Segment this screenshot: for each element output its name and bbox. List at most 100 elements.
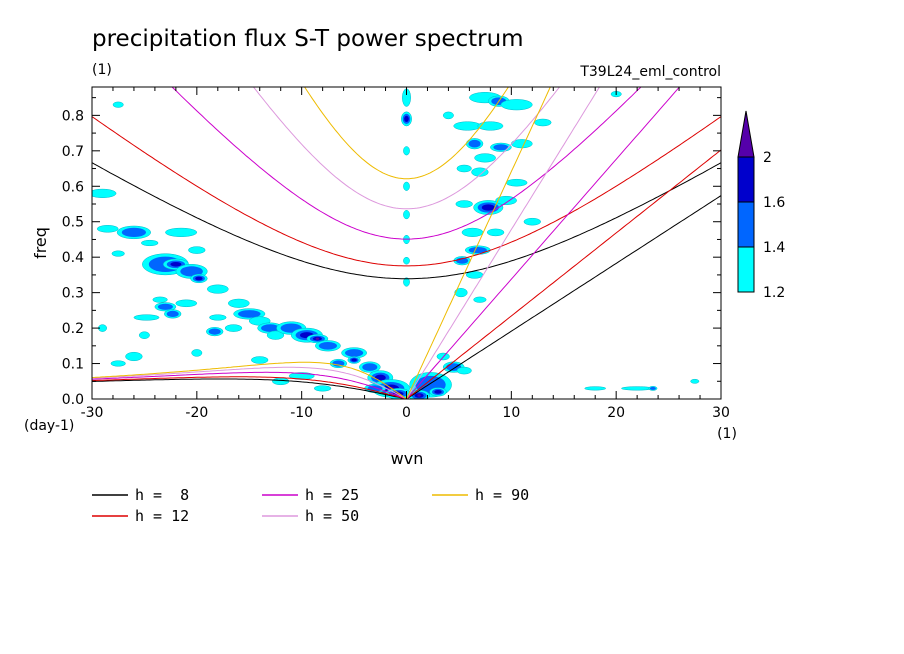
legend-label-h12: h = 12 [135,507,189,525]
contour-blob-41-level-1 [224,324,243,332]
contour-blob-90-level-1 [690,378,700,384]
contour-blob-0-level-1 [92,188,117,198]
y-unit-label: (day-1) [24,418,74,434]
contour-blob-51-level-1 [403,210,410,220]
contour-blob-27-level-2 [318,342,337,350]
contour-blob-16-level-1 [133,314,160,321]
curve-rossby-h50 [92,366,407,399]
contour-blob-60-level-2 [468,139,481,148]
curve-rossby-h12 [92,376,407,399]
contour-blob-63-level-1 [474,153,496,163]
curve-gravity-h50 [252,87,561,210]
units-label: (1) [92,62,112,78]
y-tick-label-5: 0.5 [62,215,84,231]
contour-blob-61-level-2 [493,144,509,151]
contour-blob-12-level-2 [157,303,173,310]
curve-rossby-h8 [92,378,407,399]
contour-blob-82-level-4 [417,394,421,397]
contour-blob-19-level-1 [228,298,250,308]
contour-blob-53-level-1 [403,256,410,265]
colorbar-label-3: 2 [763,150,772,166]
contour-blob-46-level-1 [191,349,203,357]
legend-label-h50: h = 50 [305,507,359,525]
contour-blob-22-level-2 [261,324,280,332]
curve-rossby-h90 [92,361,407,399]
legend-label-h8: h = 8 [135,486,189,504]
y-tick-label-2: 0.2 [62,321,84,337]
colorbar-extend-arrow [737,110,755,158]
contour-blob-44-level-1 [138,331,150,339]
contour-blob-43-level-1 [110,360,126,367]
curve-gravity-h90 [304,87,509,180]
curve-rossby-h25 [92,371,407,399]
contour-blob-40-level-2 [208,328,221,335]
contour-blob-64-level-1 [471,167,489,177]
contour-blob-10-level-1 [175,299,198,308]
y-tick-label-0: 0.0 [62,392,84,408]
contour-blob-59-level-1 [477,121,504,131]
contour-blob-20-level-2 [238,310,261,318]
contour-blob-89-level-1 [584,386,606,391]
contour-blob-50-level-1 [403,181,410,191]
y-tick-label-7: 0.7 [62,144,84,160]
y-tick-label-8: 0.8 [62,108,84,124]
x-tick-label-5: 20 [607,405,625,421]
x-unit-label: (1) [717,426,737,442]
axis-ticks: -30 -20 -10 0 10 20 30 0.0 0.1 0.2 0.3 0.4 0.5 0.6 0.7… [62,87,730,421]
contour-blob-66-level-1 [455,200,473,208]
contour-blob-78-level-1 [534,118,552,127]
curve-kelvin-h90 [406,87,551,399]
colorbar-label-2: 1.6 [763,195,785,211]
contour-blob-11-level-1 [152,296,168,303]
contour-blob-86-level-1 [456,366,472,375]
contour-blob-75-level-1 [473,296,487,303]
contour-blob-13-level-1 [207,284,229,294]
curve-kelvin-h50 [406,87,601,399]
legend-label-h25: h = 25 [305,486,359,504]
curve-kelvin-h8 [406,195,721,399]
contour-blob-18-level-1 [209,314,227,321]
y-axis-label: freq [31,227,50,259]
contour-blob-65-level-1 [456,164,472,173]
curve-kelvin-h12 [406,149,721,399]
x-tick-label-3: 0 [402,405,411,421]
chart-title: precipitation flux S-T power spectrum [92,26,524,52]
x-tick-label-0: -30 [81,405,104,421]
colorbar-label-0: 1.2 [763,285,785,301]
y-tick-label-6: 0.6 [62,179,84,195]
colorbar: 1.2 1.4 1.6 2 [737,110,785,301]
contour-blob-88-level-2 [649,386,656,390]
contour-blob-3-level-2 [121,227,146,237]
curve-kelvin-h25 [406,87,681,399]
contour-blob-80-level-1 [442,111,454,120]
contour-blob-48-level-3 [404,115,409,122]
y-tick-label-4: 0.4 [62,250,84,266]
contour-blob-68-level-1 [495,195,517,206]
y-tick-label-3: 0.3 [62,286,84,302]
curve-gravity-h12 [92,116,721,267]
contour-blob-87-level-1 [621,386,654,391]
contour-blob-57-level-1 [500,99,533,111]
contour-blob-74-level-1 [454,288,468,298]
contour-blob-1-level-1 [96,225,119,233]
contour-blob-58-level-1 [453,121,482,131]
contour-fill-layer [92,88,700,399]
contour-blob-67-level-3 [481,204,495,211]
curve-gravity-h8 [92,162,721,280]
contour-blob-42-level-1 [125,351,143,362]
run-label: T39L24_eml_control [579,64,721,80]
contour-blob-36-level-1 [313,385,332,392]
contour-blob-26-level-4 [315,337,320,340]
contour-blob-54-level-1 [403,277,410,287]
contour-blob-76-level-1 [505,178,528,187]
contour-blob-49-level-1 [403,146,410,156]
contour-blob-38-level-1 [272,377,290,386]
colorbar-segment-2 [737,156,755,203]
colorbar-segment-0 [737,246,755,293]
contour-blob-39-level-1 [251,356,269,364]
contour-blob-5-level-1 [111,250,125,257]
colorbar-label-1: 1.4 [763,240,785,256]
x-tick-label-2: -10 [290,405,313,421]
contour-blob-9-level-3 [195,276,203,281]
